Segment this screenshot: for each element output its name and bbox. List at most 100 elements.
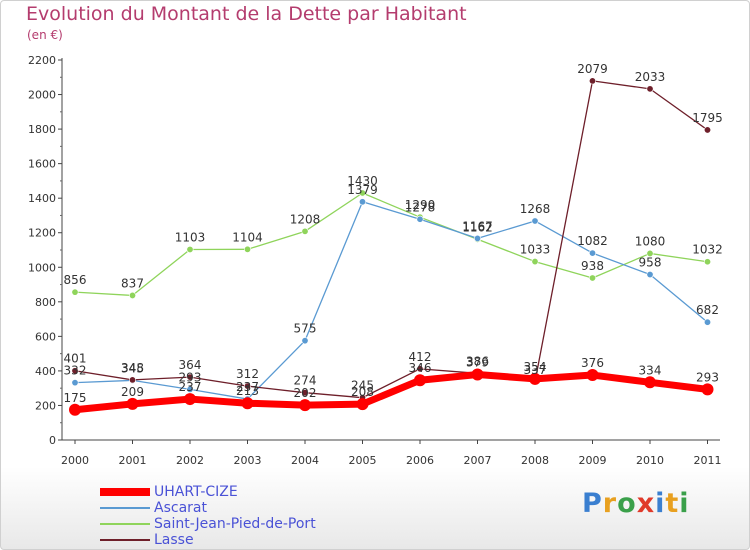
y-tick-label: 0 bbox=[49, 434, 56, 447]
x-tick-label: 2009 bbox=[579, 454, 607, 467]
data-label-lasse: 386 bbox=[466, 354, 489, 368]
data-point-ascarat bbox=[186, 385, 194, 393]
y-tick-label: 2200 bbox=[28, 54, 56, 67]
data-point-ascarat bbox=[71, 379, 79, 387]
data-label-saint-jean-pied-de-port: 1032 bbox=[692, 243, 723, 257]
data-label-ascarat: 1268 bbox=[520, 202, 551, 216]
y-tick-label: 1000 bbox=[28, 261, 56, 274]
data-point-saint-jean-pied-de-port bbox=[588, 274, 596, 282]
legend-label: Lasse bbox=[154, 532, 194, 548]
data-label-uhart-cize: 334 bbox=[639, 363, 662, 377]
x-tick-label: 2007 bbox=[464, 454, 492, 467]
data-point-uhart-cize bbox=[414, 374, 426, 387]
data-point-ascarat bbox=[301, 337, 309, 345]
y-tick-label: 200 bbox=[35, 399, 56, 412]
data-label-uhart-cize: 293 bbox=[696, 370, 719, 384]
x-tick-label: 2002 bbox=[176, 454, 204, 467]
data-label-ascarat: 1278 bbox=[405, 200, 436, 214]
y-tick-label: 1600 bbox=[28, 158, 56, 171]
data-label-ascarat: 1167 bbox=[462, 219, 493, 233]
data-point-uhart-cize bbox=[471, 368, 484, 381]
data-point-uhart-cize bbox=[356, 398, 369, 411]
data-label-saint-jean-pied-de-port: 837 bbox=[121, 276, 144, 290]
data-label-lasse: 1795 bbox=[692, 111, 723, 125]
data-point-ascarat bbox=[703, 318, 711, 326]
data-point-ascarat bbox=[531, 217, 539, 225]
data-label-saint-jean-pied-de-port: 1103 bbox=[175, 230, 206, 244]
data-point-lasse bbox=[301, 389, 309, 397]
data-point-saint-jean-pied-de-port bbox=[358, 189, 366, 197]
data-label-uhart-cize: 175 bbox=[64, 391, 87, 405]
data-label-lasse: 348 bbox=[121, 361, 144, 375]
legend-swatch bbox=[100, 523, 150, 525]
data-point-uhart-cize bbox=[701, 383, 714, 396]
x-tick-label: 2011 bbox=[694, 454, 722, 467]
x-tick-label: 2000 bbox=[61, 454, 89, 467]
legend-swatch bbox=[100, 488, 150, 496]
legend-label: UHART-CIZE bbox=[154, 484, 238, 500]
y-tick-label: 600 bbox=[35, 330, 56, 343]
data-label-lasse: 2033 bbox=[635, 70, 666, 84]
data-label-ascarat: 345 bbox=[121, 361, 144, 375]
data-point-ascarat bbox=[358, 198, 366, 206]
data-label-uhart-cize: 213 bbox=[236, 384, 259, 398]
y-tick-label: 1400 bbox=[28, 192, 56, 205]
data-label-uhart-cize: 346 bbox=[409, 361, 432, 375]
y-tick-label: 1800 bbox=[28, 123, 56, 136]
data-label-ascarat: 237 bbox=[236, 380, 259, 394]
data-label-uhart-cize: 354 bbox=[524, 360, 547, 374]
data-label-lasse: 245 bbox=[351, 379, 374, 393]
data-point-saint-jean-pied-de-port bbox=[646, 249, 654, 257]
data-label-saint-jean-pied-de-port: 1080 bbox=[635, 234, 666, 248]
data-label-ascarat: 293 bbox=[179, 370, 202, 384]
data-label-uhart-cize: 208 bbox=[351, 385, 374, 399]
data-label-lasse: 312 bbox=[236, 367, 259, 381]
data-point-ascarat bbox=[416, 215, 424, 223]
data-label-lasse: 412 bbox=[409, 350, 432, 364]
data-point-saint-jean-pied-de-port bbox=[186, 245, 194, 253]
data-label-lasse: 401 bbox=[64, 352, 87, 366]
data-label-ascarat: 1082 bbox=[577, 234, 608, 248]
data-label-lasse: 274 bbox=[294, 374, 317, 388]
data-point-saint-jean-pied-de-port bbox=[71, 288, 79, 296]
y-tick-label: 2000 bbox=[28, 89, 56, 102]
data-point-lasse bbox=[646, 85, 654, 93]
data-point-lasse bbox=[416, 365, 424, 373]
data-label-lasse: 2079 bbox=[577, 62, 608, 76]
x-tick-label: 2001 bbox=[119, 454, 147, 467]
data-point-lasse bbox=[244, 382, 252, 390]
x-tick-label: 2006 bbox=[406, 454, 434, 467]
data-label-saint-jean-pied-de-port: 1290 bbox=[405, 198, 436, 212]
data-point-uhart-cize bbox=[644, 376, 656, 389]
data-point-uhart-cize bbox=[241, 397, 254, 410]
data-point-saint-jean-pied-de-port bbox=[531, 258, 539, 266]
data-label-saint-jean-pied-de-port: 1162 bbox=[462, 220, 493, 234]
data-point-saint-jean-pied-de-port bbox=[703, 258, 711, 266]
y-tick-label: 800 bbox=[35, 296, 56, 309]
data-label-saint-jean-pied-de-port: 1208 bbox=[290, 212, 321, 226]
series-line-ascarat bbox=[74, 201, 709, 400]
chart-subtitle: (en €) bbox=[27, 28, 63, 42]
data-label-saint-jean-pied-de-port: 856 bbox=[64, 273, 87, 287]
x-tick-label: 2008 bbox=[521, 454, 549, 467]
series-line-lasse bbox=[74, 80, 709, 399]
data-label-saint-jean-pied-de-port: 1033 bbox=[520, 243, 551, 257]
x-tick-label: 2003 bbox=[234, 454, 262, 467]
data-point-saint-jean-pied-de-port bbox=[244, 245, 252, 253]
data-point-ascarat bbox=[473, 234, 481, 242]
data-label-saint-jean-pied-de-port: 1430 bbox=[347, 174, 378, 188]
data-point-ascarat bbox=[646, 271, 654, 279]
data-label-ascarat: 682 bbox=[696, 303, 719, 317]
data-point-saint-jean-pied-de-port bbox=[301, 227, 309, 235]
y-tick-label: 1200 bbox=[28, 227, 56, 240]
data-label-ascarat: 575 bbox=[294, 322, 317, 336]
data-label-uhart-cize: 202 bbox=[294, 386, 317, 400]
series-line-uhart-cize bbox=[71, 371, 711, 414]
legend-label: Ascarat bbox=[154, 500, 207, 516]
x-tick-label: 2005 bbox=[349, 454, 377, 467]
data-point-ascarat bbox=[588, 249, 596, 257]
data-point-uhart-cize bbox=[299, 399, 311, 412]
proxiti-logo: Proxiti bbox=[582, 488, 690, 519]
